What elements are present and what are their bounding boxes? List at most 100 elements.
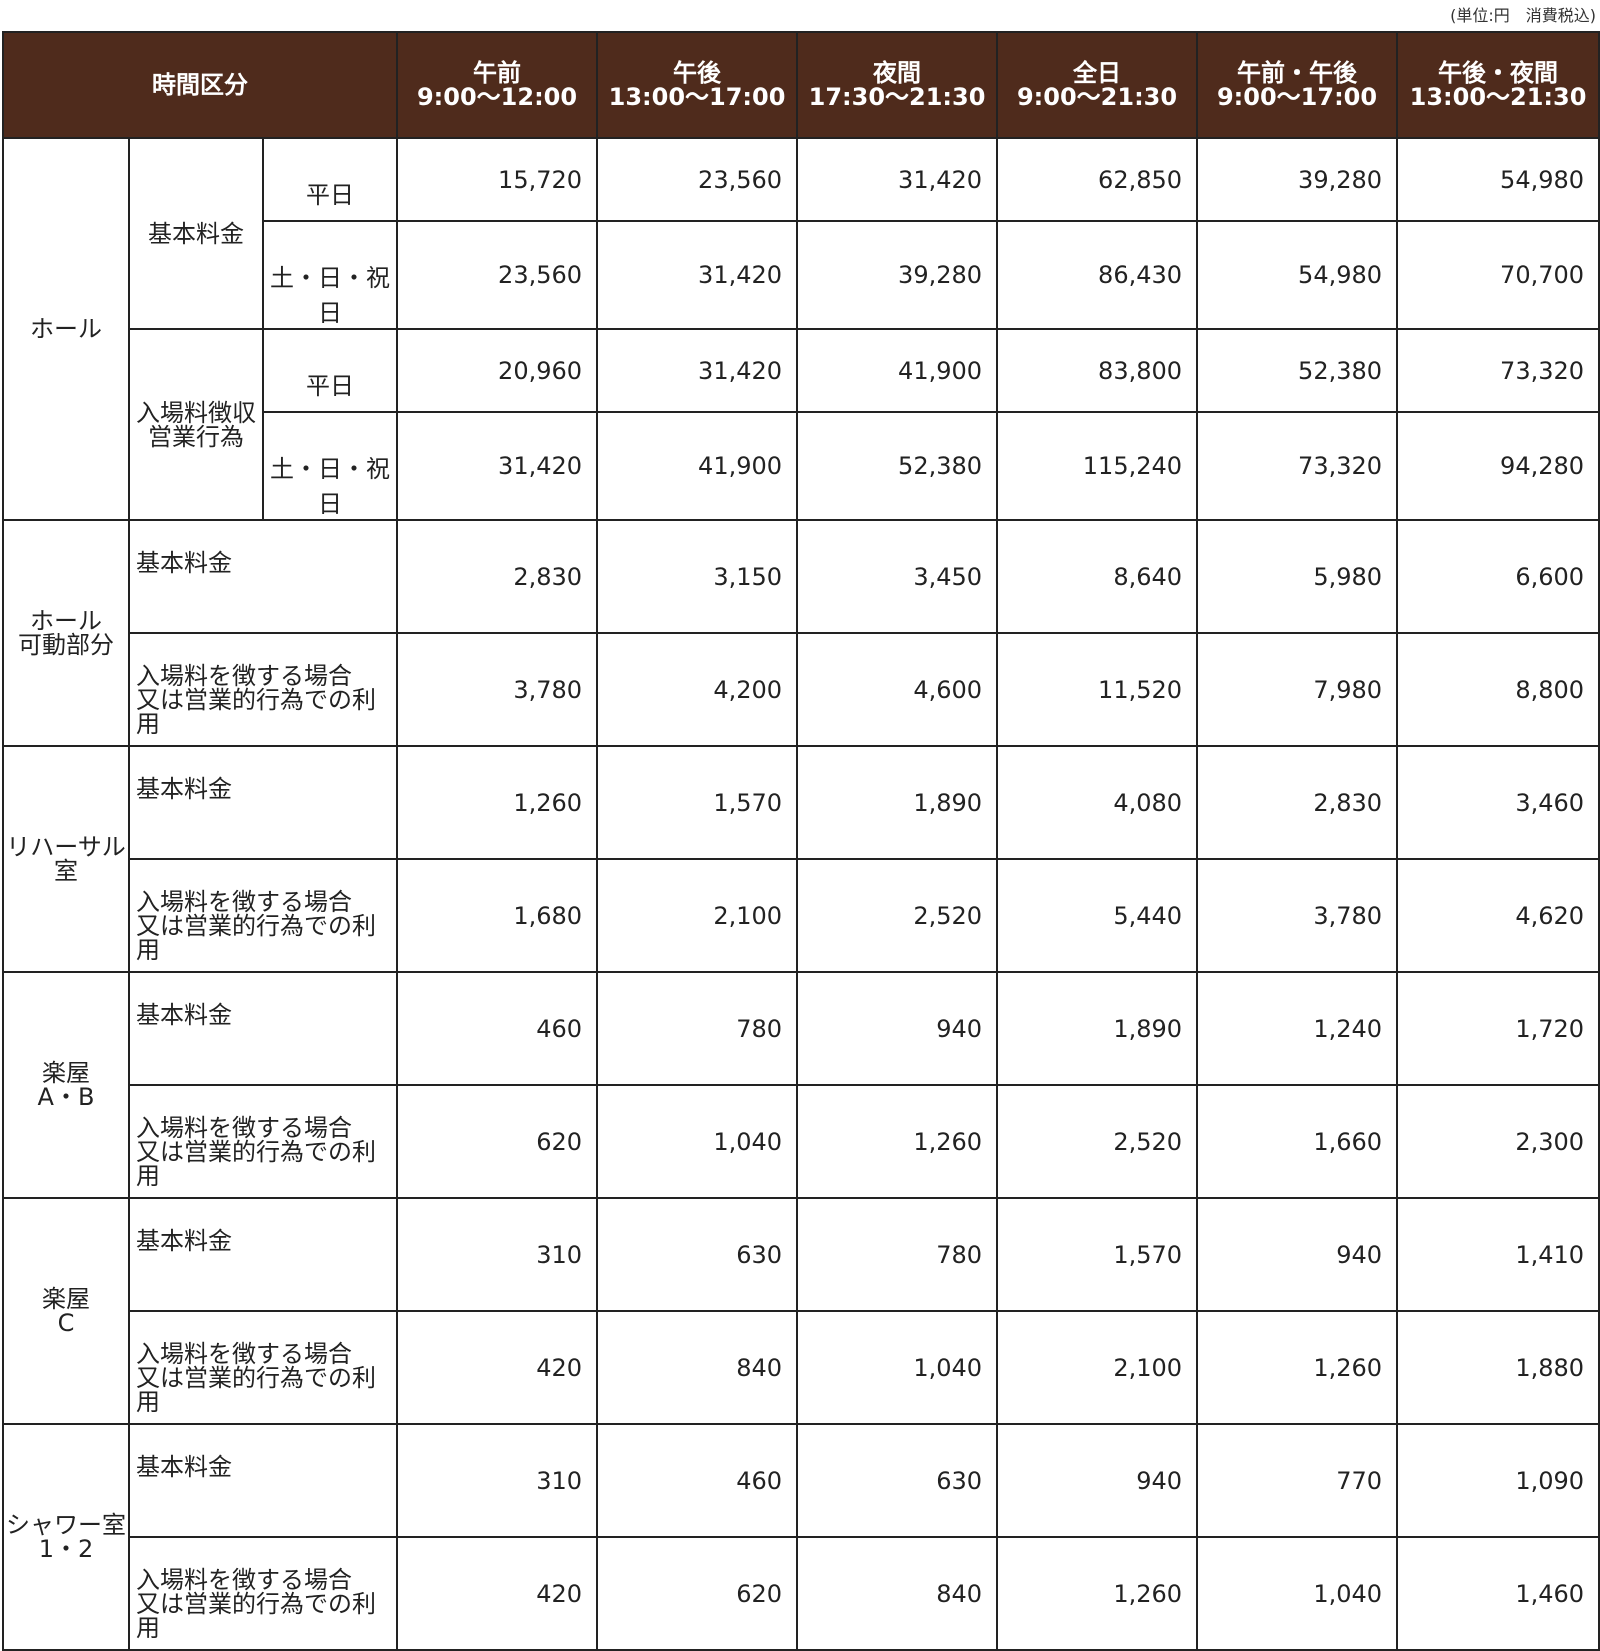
fee-value: 1,720 [1396, 971, 1600, 1086]
fee-value: 630 [596, 1197, 799, 1312]
header-col-morning-afternoon: 午前・午後 9:00〜17:00 [1196, 31, 1399, 139]
header-col-evening: 夜間 17:30〜21:30 [796, 31, 999, 139]
fee-value: 460 [396, 971, 599, 1086]
header-col-morning: 午前 9:00〜12:00 [396, 31, 599, 139]
fee-value: 1,880 [1396, 1310, 1600, 1425]
fee-value: 1,260 [796, 1084, 999, 1199]
fee-value: 3,780 [396, 632, 599, 747]
fee-value: 1,040 [1196, 1536, 1399, 1651]
table-row: 楽屋 A・B 基本料金 460 780 940 1,890 1,240 1,720 [2, 971, 1600, 1199]
table-body: ホール 基本料金 平日 15,720 23,560 31,420 62,850 39,280 5… [2, 137, 1600, 1651]
label-line: 基本料金 [136, 1227, 232, 1255]
fee-type-label: 基本料金 [127, 971, 399, 1086]
fee-value: 52,380 [796, 411, 999, 521]
label-line: 又は営業的行為での利用 [136, 1138, 376, 1190]
fee-value: 3,150 [596, 519, 799, 634]
label-line: 又は営業的行為での利用 [136, 912, 376, 964]
fee-value: 840 [796, 1536, 999, 1651]
fee-value: 2,300 [1396, 1084, 1600, 1199]
fee-value: 420 [396, 1536, 599, 1651]
fee-value: 1,660 [1196, 1084, 1399, 1199]
label-line: 入場料を徴する場合 [136, 1114, 352, 1142]
label-line: 1・2 [38, 1535, 94, 1563]
fee-value: 1,570 [596, 745, 799, 860]
fee-value: 41,900 [796, 328, 999, 413]
fee-value: 86,430 [996, 220, 1199, 330]
fee-value: 1,260 [396, 745, 599, 860]
label-line: 入場料を徴する場合 [136, 1566, 352, 1594]
fee-value: 54,980 [1396, 137, 1600, 222]
table-row: ホール 可動部分 基本料金 2,830 3,150 3,450 8,640 5,980 6,60… [2, 519, 1600, 747]
fee-value: 23,560 [596, 137, 799, 222]
fee-table: 時間区分 午前 9:00〜12:00 午後 13:00〜17:00 夜間 17:30〜… [1, 31, 1600, 1651]
fee-value: 70,700 [1396, 220, 1600, 330]
fee-value: 780 [596, 971, 799, 1086]
fee-value: 840 [596, 1310, 799, 1425]
fee-value: 15,720 [396, 137, 599, 222]
fee-value: 2,520 [796, 858, 999, 973]
label-line: A・B [37, 1083, 95, 1111]
fee-value: 1,040 [596, 1084, 799, 1199]
fee-type-label: 入場料を徴する場合 又は営業的行為での利用 [127, 1536, 399, 1651]
label-line: 又は営業的行為での利用 [136, 686, 376, 738]
fee-value: 31,420 [396, 411, 599, 521]
label-line: 入場料を徴する場合 [136, 662, 352, 690]
category-label: ホール [30, 315, 102, 343]
fee-value: 5,440 [996, 858, 1199, 973]
fee-value: 41,900 [596, 411, 799, 521]
fee-value: 6,600 [1396, 519, 1600, 634]
label-line: 基本料金 [136, 775, 232, 803]
fee-value: 3,450 [796, 519, 999, 634]
fee-value: 4,620 [1396, 858, 1600, 973]
fee-value: 1,240 [1196, 971, 1399, 1086]
label-line: C [57, 1309, 75, 1337]
fee-type-label: 基本料金 [127, 1423, 399, 1538]
table-row: シャワー室 1・2 基本料金 310 460 630 940 770 1,090 [2, 1423, 1600, 1651]
label-line: 又は営業的行為での利用 [136, 1590, 376, 1642]
fee-value: 780 [796, 1197, 999, 1312]
table-row: 入場料を徴する場合 又は営業的行為での利用 1,680 2,100 2,520 5,440… [3, 858, 1600, 973]
fee-value: 1,890 [996, 971, 1199, 1086]
fee-value: 630 [796, 1423, 999, 1538]
fee-type-label: 入場料徴収 営業行為 [128, 328, 264, 521]
table-row: 入場料徴収 営業行為 平日 20,960 31,420 41,900 83,800 52,38… [3, 328, 1600, 521]
label-line: 基本料金 [136, 1453, 232, 1481]
label-line: 基本料金 [136, 549, 232, 577]
fee-value: 94,280 [1396, 411, 1600, 521]
fee-value: 39,280 [796, 220, 999, 330]
label-line: 可動部分 [18, 631, 114, 659]
unit-note: (単位:円 消費税込) [1450, 6, 1596, 25]
fee-value: 1,570 [996, 1197, 1199, 1312]
fee-value: 3,460 [1396, 745, 1600, 860]
fee-value: 1,260 [1196, 1310, 1399, 1425]
fee-type-label: 入場料を徴する場合 又は営業的行為での利用 [127, 1084, 399, 1199]
table-row: 入場料を徴する場合 又は営業的行為での利用 420 840 1,040 2,100 1,26… [3, 1310, 1600, 1425]
category-hall: ホール [2, 137, 130, 521]
fee-value: 31,420 [596, 328, 799, 413]
fee-value: 420 [396, 1310, 599, 1425]
day-type-label: 土・日・祝日 [261, 220, 399, 330]
fee-value: 2,100 [596, 858, 799, 973]
fee-value: 7,980 [1196, 632, 1399, 747]
day-type-label: 土・日・祝日 [261, 411, 399, 521]
facility-label: ホール 可動部分 [2, 519, 130, 747]
label-line: 営業行為 [148, 422, 244, 451]
header-col-afternoon: 午後 13:00〜17:00 [596, 31, 799, 139]
fee-type-label: 基本料金 [128, 137, 264, 330]
label-line: リハーサル [6, 833, 126, 861]
label-line: シャワー室 [6, 1511, 126, 1539]
fee-type-label: 入場料を徴する場合 又は営業的行為での利用 [127, 632, 399, 747]
table-row: 入場料を徴する場合 又は営業的行為での利用 620 1,040 1,260 2,520 1,… [3, 1084, 1600, 1199]
table-row: 土・日・祝日 31,420 41,900 52,380 115,240 73,320 94,… [3, 411, 1600, 521]
table-header: 時間区分 午前 9:00〜12:00 午後 13:00〜17:00 夜間 17:30〜… [1, 31, 1600, 139]
facility-label: 楽屋 C [2, 1197, 130, 1425]
fee-value: 310 [396, 1423, 599, 1538]
fee-value: 23,560 [396, 220, 599, 330]
fee-value: 20,960 [396, 328, 599, 413]
facility-label: 楽屋 A・B [2, 971, 130, 1199]
label-line: 楽屋 [42, 1059, 90, 1087]
day-type-label: 平日 [261, 328, 399, 413]
label-line: ホール [30, 607, 102, 635]
table-row: ホール 基本料金 平日 15,720 23,560 31,420 62,850 39,280 5… [2, 137, 1600, 521]
fee-value: 11,520 [996, 632, 1199, 747]
